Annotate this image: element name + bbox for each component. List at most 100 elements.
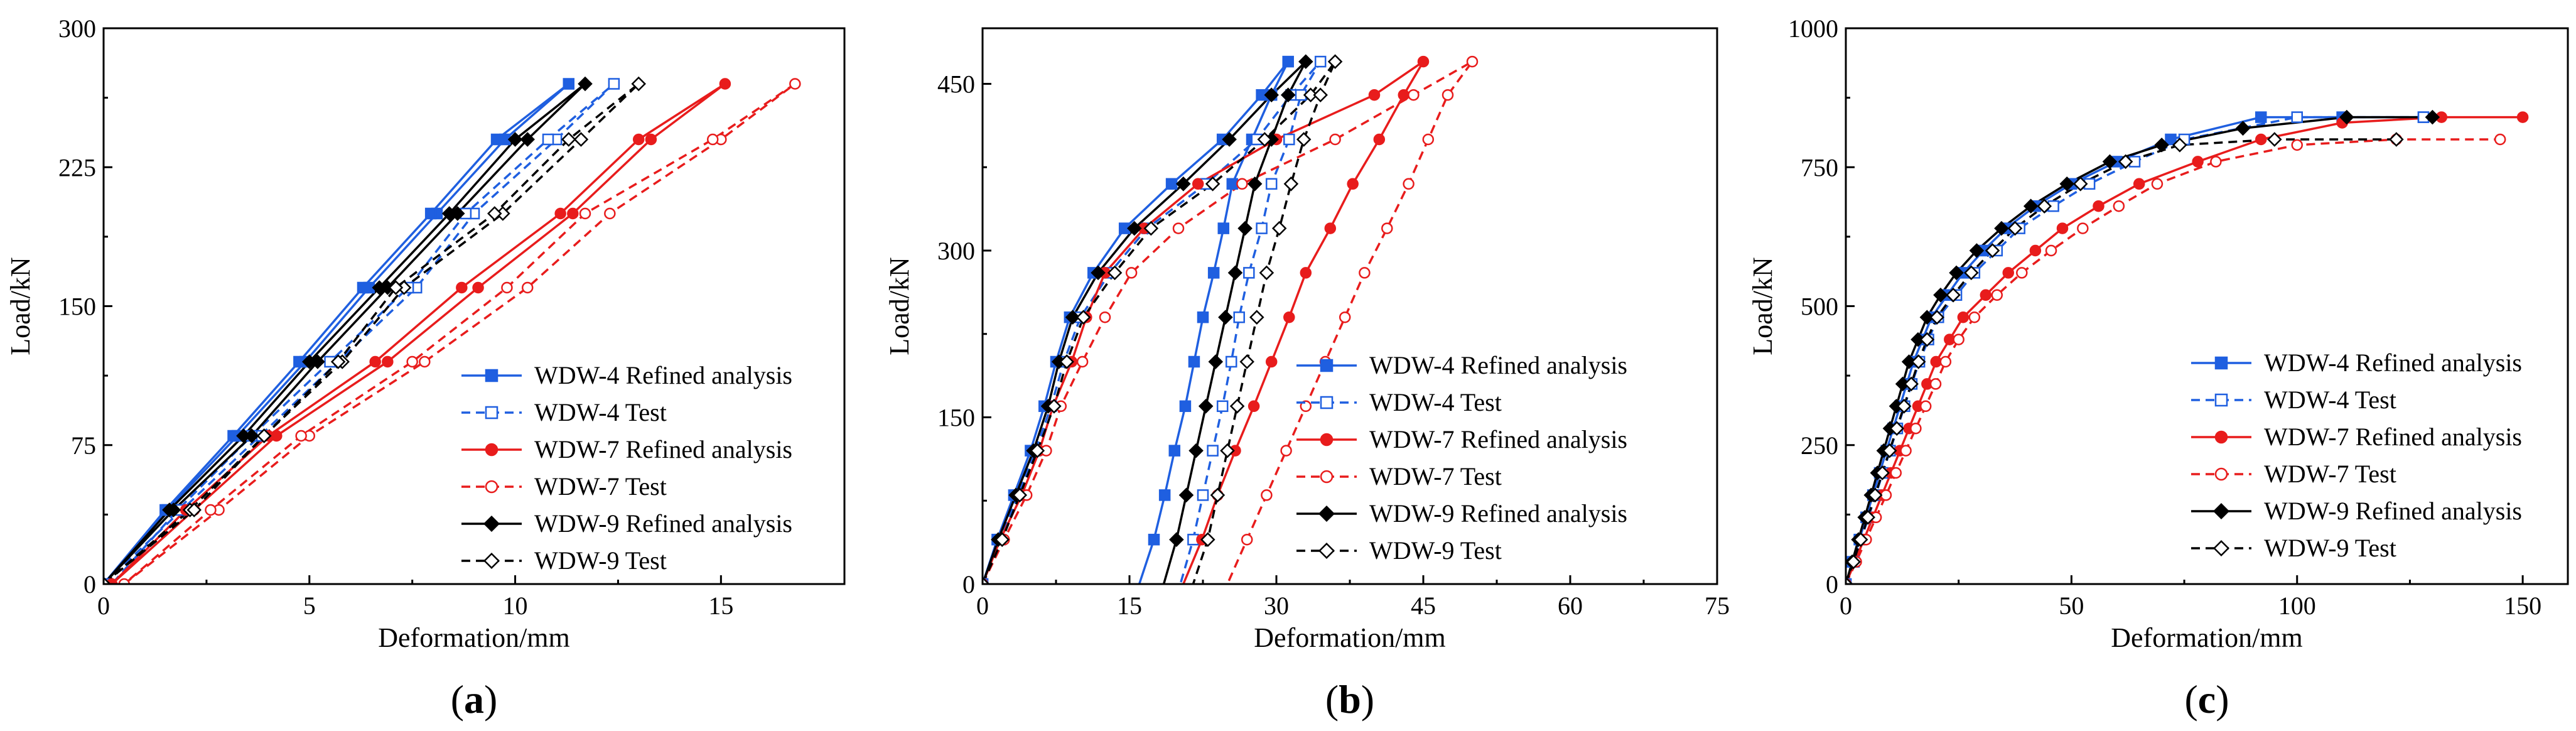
legend: WDW-4 Refined analysis WDW-4 Test WDW-7 Re… <box>461 361 792 575</box>
data-point-wdw-9-test <box>1882 443 1897 458</box>
x-tick-label: 0 <box>1840 592 1852 620</box>
data-point-wdw-9-test <box>1059 354 1074 369</box>
x-axis-title: Deformation/mm <box>378 622 570 653</box>
legend-label: WDW-4 Test <box>534 398 667 426</box>
data-point-wdw-9-test <box>2037 198 2052 214</box>
data-point-wdw-7-test <box>1359 267 1371 279</box>
data-point-wdw-7-test <box>1422 133 1435 146</box>
legend-label: WDW-7 Refined analysis <box>534 435 792 463</box>
data-point-wdw-4-refined-analysis <box>1207 267 1220 279</box>
data-point-wdw-9-test <box>1860 510 1875 525</box>
y-tick-label: 0 <box>84 570 96 598</box>
y-tick-label: 225 <box>58 153 96 181</box>
data-point-wdw-9-test <box>1257 132 1273 147</box>
data-point-wdw-7-test <box>205 504 217 516</box>
panel-label: (c) <box>2184 677 2229 722</box>
legend-marker <box>2212 502 2230 520</box>
data-point-wdw-4-test <box>1216 400 1229 413</box>
data-point-wdw-9-refined-analysis <box>1127 220 1142 236</box>
data-point-wdw-7-test <box>1099 311 1111 323</box>
data-point-wdw-4-refined-analysis <box>424 207 437 220</box>
data-point-wdw-4-test <box>1225 355 1237 368</box>
legend-label: WDW-4 Refined analysis <box>534 361 792 389</box>
legend-label: WDW-7 Refined analysis <box>2264 423 2522 451</box>
data-point-wdw-7-refined-analysis <box>2056 222 2069 234</box>
data-point-wdw-7-refined-analysis <box>554 207 566 220</box>
data-point-wdw-9-test <box>2267 132 2282 147</box>
y-tick-label: 750 <box>1801 153 1838 181</box>
data-point-wdw-4-refined-analysis <box>1188 355 1200 368</box>
series-line-wdw-7-test <box>1846 138 2501 584</box>
data-point-wdw-4-refined-analysis <box>1282 55 1294 68</box>
data-point-wdw-9-refined-analysis <box>1222 132 1237 147</box>
data-point-wdw-9-test <box>1200 532 1215 547</box>
data-point-wdw-9-refined-analysis <box>520 132 535 147</box>
series-group <box>1846 109 2529 584</box>
data-point-wdw-9-test <box>1867 487 1883 503</box>
data-point-wdw-4-test <box>1314 55 1327 68</box>
x-tick-label: 15 <box>1117 592 1142 620</box>
data-point-wdw-4-test <box>1243 267 1255 279</box>
y-tick-label: 1000 <box>1788 14 1838 43</box>
data-point-wdw-4-refined-analysis <box>1165 178 1178 190</box>
data-point-wdw-9-test <box>1239 354 1254 369</box>
data-point-wdw-7-refined-analysis <box>1248 400 1260 413</box>
data-point-wdw-4-test <box>1233 311 1245 323</box>
legend-label: WDW-9 Refined analysis <box>1369 499 1627 528</box>
legend-label: WDW-7 Test <box>1369 462 1502 490</box>
x-tick-label: 75 <box>1705 592 1730 620</box>
legend-marker <box>2214 356 2228 370</box>
data-point-wdw-4-refined-analysis <box>1168 445 1181 457</box>
data-point-wdw-9-refined-analysis <box>2102 154 2118 170</box>
chart-panel-b: 0 15 30 45 60 75 0 150 300 450 Deformation/mm Load/… <box>884 27 1730 722</box>
data-point-wdw-9-test <box>1229 399 1245 414</box>
x-tick-label: 30 <box>1264 592 1289 620</box>
data-point-wdw-9-test <box>1846 577 1853 584</box>
data-point-wdw-4-test <box>608 78 620 90</box>
data-point-wdw-7-refined-analysis <box>567 207 579 220</box>
y-tick-label: 0 <box>1826 570 1838 598</box>
data-point-wdw-9-test <box>2072 176 2088 192</box>
data-point-wdw-7-refined-analysis <box>1265 355 1278 368</box>
legend-marker <box>2214 467 2228 481</box>
data-point-wdw-9-test <box>104 577 111 584</box>
data-point-wdw-7-refined-analysis <box>2255 133 2267 146</box>
data-point-wdw-7-test <box>1076 355 1089 368</box>
data-point-wdw-7-refined-analysis <box>1373 133 1386 146</box>
data-point-wdw-7-test <box>1125 267 1138 279</box>
legend: WDW-4 Refined analysis WDW-4 Test WDW-7 Re… <box>1296 351 1627 565</box>
data-point-wdw-9-test <box>1896 399 1912 414</box>
data-point-wdw-9-refined-analysis <box>1218 310 1233 325</box>
data-point-wdw-4-refined-analysis <box>2165 133 2177 146</box>
data-point-wdw-4-refined-analysis <box>490 133 503 146</box>
legend-label: WDW-9 Test <box>534 546 667 575</box>
series-line-wdw-9-test <box>1846 138 2396 584</box>
data-point-wdw-7-test <box>1280 445 1292 457</box>
data-point-wdw-9-test <box>1296 132 1312 147</box>
data-point-wdw-4-test <box>1207 445 1219 457</box>
legend-marker <box>483 552 500 570</box>
series-line-wdw-9-test <box>983 60 1337 584</box>
data-point-wdw-9-test <box>1327 54 1343 69</box>
data-point-wdw-7-test <box>2016 267 2028 279</box>
data-point-wdw-9-test <box>1047 399 1062 414</box>
data-point-wdw-9-refined-analysis <box>302 354 317 369</box>
y-tick-label: 0 <box>962 570 975 598</box>
data-point-wdw-7-test <box>2151 178 2164 190</box>
data-point-wdw-7-test <box>1968 311 1981 323</box>
panel-label: (b) <box>1325 677 1374 722</box>
y-tick-label: 150 <box>58 293 96 321</box>
legend-label: WDW-4 Refined analysis <box>1369 351 1627 379</box>
data-point-wdw-7-refined-analysis <box>472 281 484 294</box>
data-point-wdw-9-refined-analysis <box>372 280 387 295</box>
data-point-wdw-9-refined-analysis <box>236 428 251 443</box>
data-point-wdw-7-test <box>2210 156 2222 168</box>
data-point-wdw-9-test <box>186 502 202 517</box>
data-point-wdw-7-test <box>1236 178 1248 190</box>
y-tick-label: 500 <box>1801 293 1838 321</box>
x-tick-label: 100 <box>2278 592 2316 620</box>
data-point-wdw-7-test <box>1339 311 1351 323</box>
y-tick-label: 450 <box>937 70 975 99</box>
data-point-wdw-7-test <box>118 578 131 584</box>
data-point-wdw-9-test <box>2007 220 2023 236</box>
